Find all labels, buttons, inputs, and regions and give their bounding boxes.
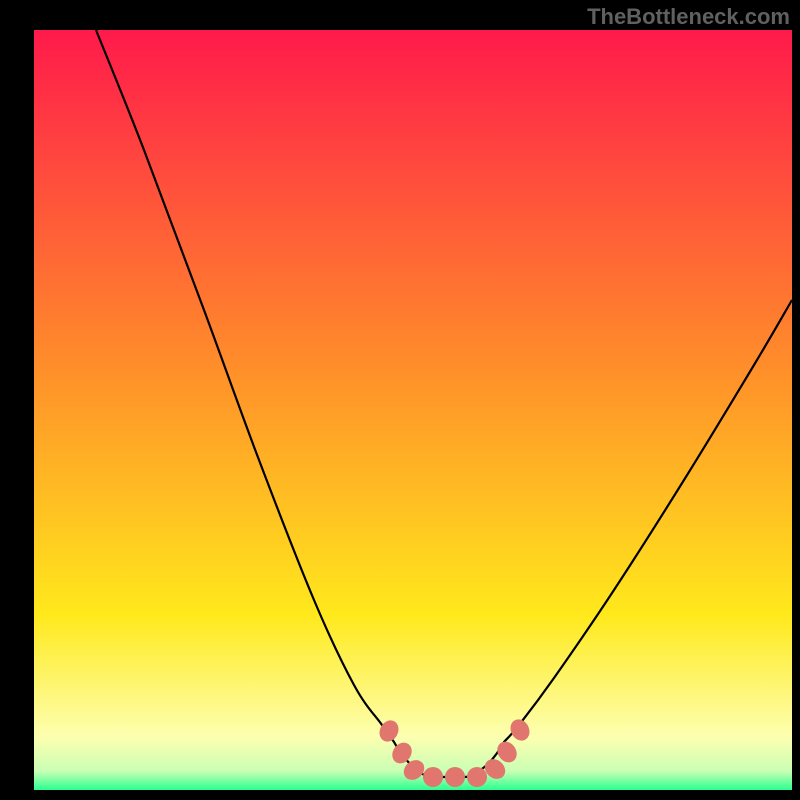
plot-area — [34, 30, 792, 790]
valley-markers — [34, 30, 792, 790]
valley-marker — [445, 767, 465, 787]
watermark-text: TheBottleneck.com — [587, 4, 790, 30]
valley-marker — [376, 717, 402, 745]
valley-marker — [423, 767, 443, 787]
valley-marker — [507, 716, 533, 744]
valley-marker — [467, 767, 487, 787]
chart-frame: TheBottleneck.com — [0, 0, 800, 800]
